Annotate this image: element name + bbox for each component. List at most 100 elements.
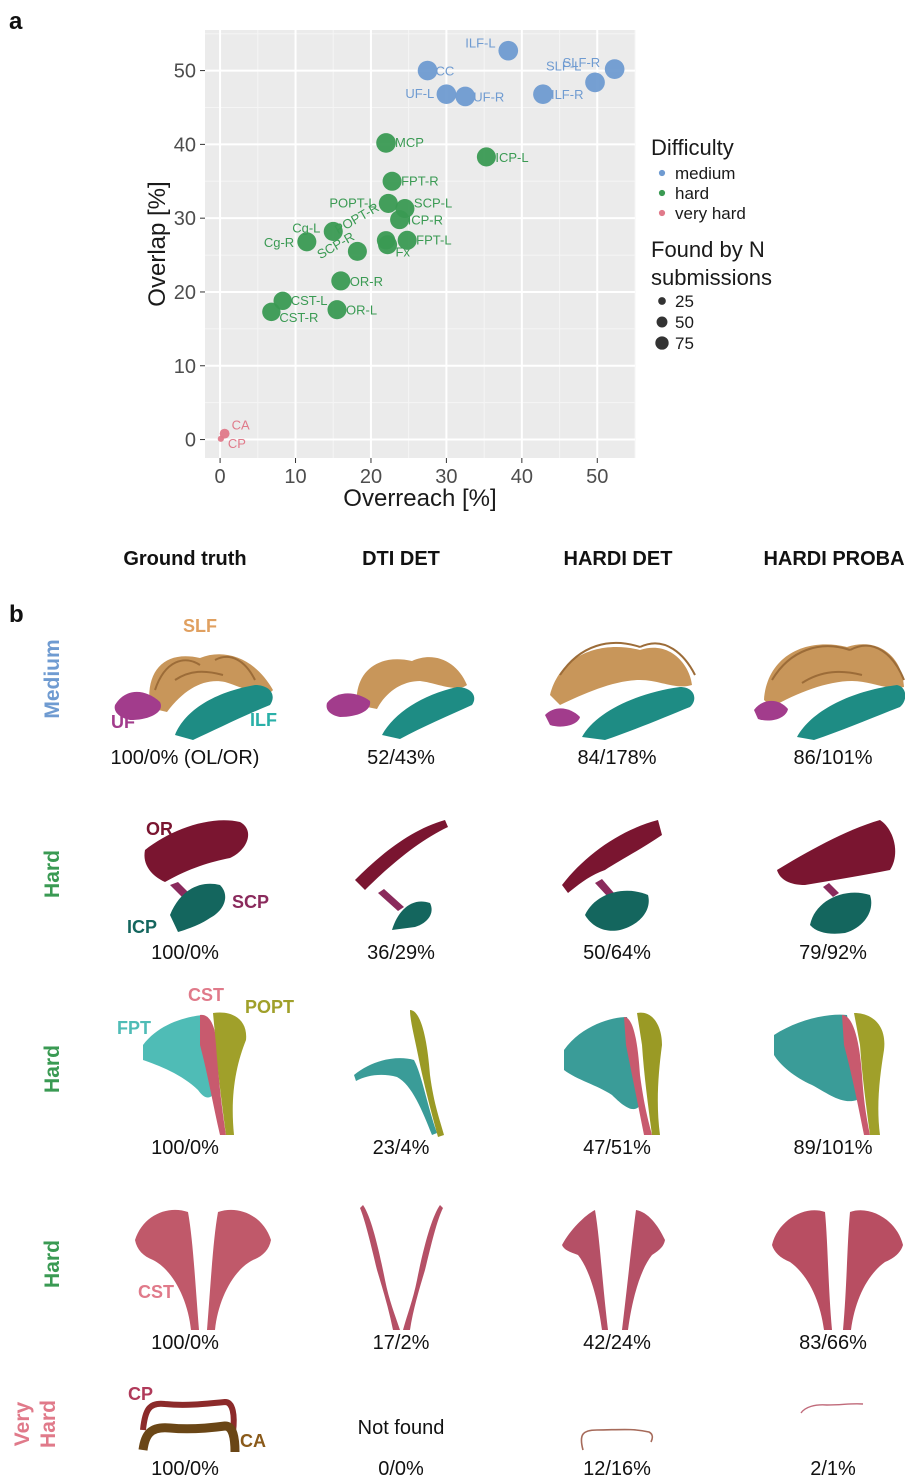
scatter-chart: 0 10 20 30 40 50 0 10 20 30 40 50 ILF-L SLF-R CC SLF-L… (144, 30, 772, 512)
point-label-icp-r: ICP-R (408, 213, 443, 228)
point-label-fpt-l: FPT-L (416, 232, 451, 247)
legend-size-key-50 (656, 316, 668, 328)
y-axis-title: Overlap [%] (144, 181, 171, 306)
score-medium-hardi-det: 84/178% (577, 747, 657, 769)
legend-label-medium: medium (675, 164, 735, 183)
point-cg-l (323, 221, 343, 241)
column-header-ground-truth: Ground truth (123, 548, 247, 570)
tract-label-ca: CA (240, 1431, 266, 1451)
bundle-hard3-hardi-proba (772, 1210, 903, 1330)
bundle-veryhard-hardi-proba (800, 1403, 864, 1414)
row-label-very: Very (11, 1401, 34, 1447)
tract-label-scp: SCP (232, 892, 270, 912)
point-ilf-l (498, 40, 519, 61)
score-hard2-hardi-proba: 89/101% (793, 1137, 873, 1159)
legend-label-very_hard: very hard (675, 204, 746, 223)
point-label-fx: Fx (396, 245, 411, 260)
point-label-scp-l: SCP-L (414, 196, 452, 211)
point-label-cst-r: CST-R (279, 310, 318, 325)
score-hard2-dti-det: 23/4% (372, 1137, 430, 1159)
y-tick-label: 0 (185, 430, 196, 452)
bundle-hard1-dti-det (355, 820, 448, 930)
point-slf-r (604, 59, 625, 79)
point-label-fpt-r: FPT-R (401, 173, 439, 188)
point-scp-r (347, 241, 367, 261)
point-uf-l (436, 84, 457, 105)
legend-difficulty-title: Difficulty (651, 135, 734, 160)
point-label-uf-l: UF-L (405, 86, 434, 101)
point-cp (217, 435, 224, 442)
tract-label-or: OR (146, 819, 173, 839)
legend-key-very_hard (658, 209, 666, 217)
legend-key-hard (658, 189, 666, 197)
bundle-veryhard-ground-truth (138, 1398, 240, 1453)
score-veryhard-dti-det: 0/0% (378, 1458, 424, 1480)
point-popt-l (378, 193, 398, 213)
point-label-cg-r: Cg-R (264, 235, 294, 250)
x-tick-label: 20 (360, 466, 382, 488)
legend-size-key-75 (655, 336, 669, 350)
tract-label-ilf: ILF (250, 710, 277, 730)
tract-label-cst: CST (138, 1282, 174, 1302)
tract-label-cst-top: CST (188, 985, 224, 1005)
score-hard1-hardi-det: 50/64% (583, 942, 651, 964)
x-tick-label: 50 (586, 466, 608, 488)
bundle-medium-ground-truth (114, 654, 273, 740)
score-hard2-ground-truth: 100/0% (151, 1137, 219, 1159)
score-hard3-hardi-proba: 83/66% (799, 1332, 867, 1354)
x-tick-label: 40 (511, 466, 533, 488)
legend-size-key-25 (658, 297, 666, 305)
row-label-hard-3: Hard (41, 1240, 64, 1288)
legend-size-title-2: submissions (651, 265, 772, 290)
legend-size-label-50: 50 (675, 313, 694, 332)
point-label-slf-l: SLF-L (546, 58, 581, 73)
x-tick-label: 30 (435, 466, 457, 488)
point-label-popt-l: POPT-L (329, 195, 375, 210)
bundle-hard2-hardi-det (564, 1012, 662, 1135)
point-label-cst-l: CST-L (291, 293, 328, 308)
bundle-medium-hardi-det (545, 641, 696, 740)
data-points (217, 40, 625, 442)
score-hard1-dti-det: 36/29% (367, 942, 435, 964)
legend-size-label-75: 75 (675, 334, 694, 353)
score-hard3-dti-det: 17/2% (372, 1332, 430, 1354)
point-fpt-l (397, 230, 417, 250)
point-icp-l (476, 147, 496, 167)
bundle-hard3-hardi-det (562, 1210, 665, 1330)
point-icp-r (390, 210, 410, 230)
column-header-hardi-det: HARDI DET (563, 548, 673, 570)
point-or-r (331, 271, 351, 291)
column-header-dti-det: DTI DET (362, 548, 440, 570)
bundle-hard3-dti-det (360, 1205, 443, 1330)
point-label-or-r: OR-R (350, 274, 383, 289)
row-label-hard-very: Hard (37, 1400, 60, 1448)
point-label-cp: CP (228, 436, 246, 451)
y-tick-label: 40 (174, 134, 196, 156)
tract-label-fpt: FPT (117, 1018, 151, 1038)
point-cst-r (262, 302, 281, 322)
x-tick-label: 10 (284, 466, 306, 488)
point-label-cg-l: Cg-L (292, 220, 320, 235)
row-label-medium: Medium (41, 639, 64, 719)
y-tick-label: 20 (174, 282, 196, 304)
bundle-hard2-hardi-proba (774, 1013, 885, 1135)
point-uf-r (455, 86, 476, 107)
score-hard1-hardi-proba: 79/92% (799, 942, 867, 964)
point-label-or-l: OR-L (346, 303, 377, 318)
grid-lines (205, 30, 636, 458)
x-axis-title: Overreach [%] (343, 485, 496, 512)
point-label-mcp: MCP (395, 135, 424, 150)
y-tick-label: 10 (174, 356, 196, 378)
bundle-hard2-dti-det (354, 1010, 444, 1137)
point-ilf-r (533, 84, 553, 105)
point-mcp (376, 133, 396, 153)
bundle-hard1-hardi-det (562, 820, 662, 931)
score-veryhard-ground-truth: 100/0% (151, 1458, 219, 1480)
tract-label-popt: POPT (245, 997, 295, 1017)
point-fpt-r (382, 171, 402, 191)
legend-label-hard: hard (675, 184, 709, 203)
point-label-ilf-r: ILF-R (551, 87, 584, 102)
point-label-cc: CC (436, 64, 455, 79)
score-medium-dti-det: 52/43% (367, 747, 435, 769)
score-hard2-hardi-det: 47/51% (583, 1137, 651, 1159)
